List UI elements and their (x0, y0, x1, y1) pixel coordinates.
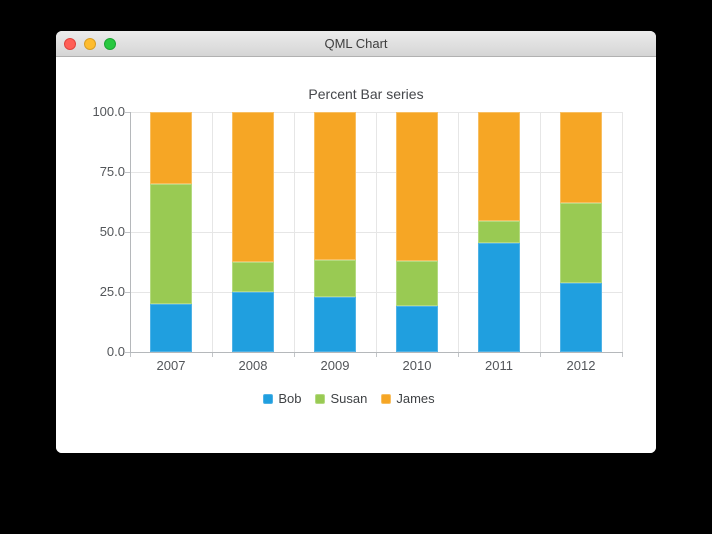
window-content: Percent Bar series Bob Susan James 100.0 75… (56, 57, 656, 453)
minimize-button[interactable] (84, 38, 96, 50)
v-gridline (458, 112, 459, 352)
x-axis-label: 2007 (156, 358, 186, 373)
bar-segment-bob-2010 (396, 306, 438, 352)
x-axis-label: 2009 (320, 358, 350, 373)
y-axis-label: 100.0 (92, 104, 125, 119)
y-axis-label: 50.0 (99, 224, 125, 239)
bar-segment-susan-2010 (396, 260, 438, 307)
y-axis-tick (125, 352, 130, 353)
x-axis-label: 2012 (566, 358, 596, 373)
y-axis-label: 25.0 (99, 284, 125, 299)
percent-bar-chart: Percent Bar series Bob Susan James 100.0 75… (56, 57, 656, 453)
bar-segment-bob-2012 (560, 283, 602, 352)
chart-title: Percent Bar series (308, 86, 424, 102)
y-axis-tick (125, 172, 130, 173)
bar-segment-james-2010 (396, 112, 438, 261)
bar-segment-bob-2011 (478, 242, 520, 352)
x-axis-tick (458, 352, 459, 357)
y-axis-line (130, 112, 131, 352)
bar-segment-bob-2007 (150, 304, 192, 352)
zoom-button[interactable] (104, 38, 116, 50)
x-axis-tick (130, 352, 131, 357)
legend-marker-susan (315, 394, 326, 404)
v-gridline (622, 112, 623, 352)
bar-segment-james-2009 (314, 112, 356, 260)
legend-item-james: James (381, 391, 435, 407)
bar-segment-james-2011 (478, 112, 520, 221)
bar-segment-susan-2008 (232, 262, 274, 292)
legend-item-susan: Susan (315, 391, 367, 407)
bar-segment-james-2008 (232, 112, 274, 262)
legend-marker-bob (263, 394, 274, 404)
legend-label: Bob (278, 391, 302, 406)
bar-segment-bob-2009 (314, 296, 356, 352)
close-button[interactable] (64, 38, 76, 50)
bar-segment-bob-2008 (232, 292, 274, 352)
legend-marker-james (381, 394, 392, 404)
qml-chart-window: QML Chart Percent Bar series Bob Susan Jam… (56, 31, 656, 453)
y-axis-tick (125, 112, 130, 113)
x-axis-label: 2010 (402, 358, 432, 373)
y-axis-tick (125, 292, 130, 293)
y-axis-label: 0.0 (106, 344, 125, 359)
window-titlebar[interactable]: QML Chart (56, 31, 656, 57)
bar-segment-susan-2007 (150, 184, 192, 304)
chart-legend: Bob Susan James (56, 391, 642, 407)
bar-segment-james-2007 (150, 112, 192, 184)
bar-segment-susan-2011 (478, 220, 520, 243)
bar-segment-susan-2012 (560, 203, 602, 284)
bar-segment-james-2012 (560, 112, 602, 204)
legend-label: James (396, 391, 435, 406)
v-gridline (294, 112, 295, 352)
y-axis-label: 75.0 (99, 164, 125, 179)
traffic-lights (64, 38, 116, 50)
x-axis-tick (540, 352, 541, 357)
x-axis-label: 2008 (238, 358, 268, 373)
x-axis-tick (212, 352, 213, 357)
v-gridline (376, 112, 377, 352)
x-axis-label: 2011 (485, 358, 513, 373)
v-gridline (540, 112, 541, 352)
x-axis-tick (294, 352, 295, 357)
legend-item-bob: Bob (263, 391, 301, 407)
v-gridline (212, 112, 213, 352)
x-axis-tick (376, 352, 377, 357)
legend-label: Susan (330, 391, 368, 406)
x-axis-tick (622, 352, 623, 357)
bar-segment-susan-2009 (314, 259, 356, 297)
x-axis-line (130, 352, 623, 353)
window-title: QML Chart (324, 36, 388, 51)
y-axis-tick (125, 232, 130, 233)
